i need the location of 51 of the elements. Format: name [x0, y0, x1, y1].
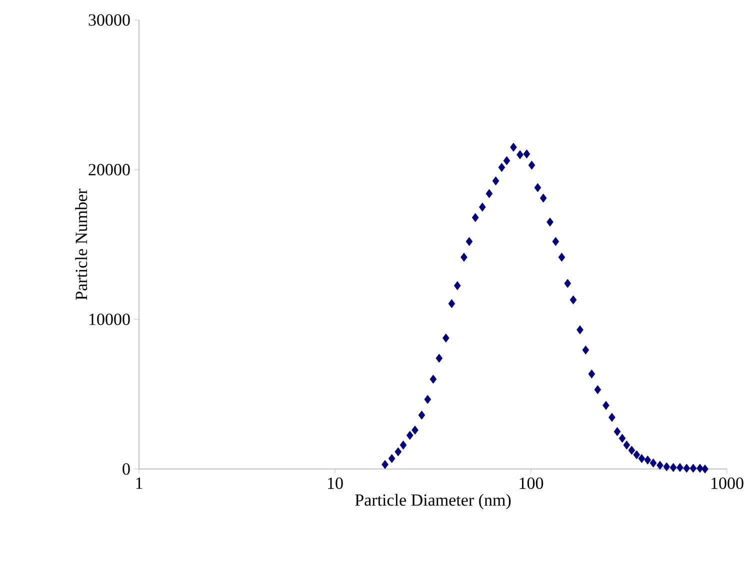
point [503, 156, 510, 166]
x-tick-label: 1 [136, 478, 142, 489]
point [552, 237, 560, 246]
point [430, 374, 437, 384]
point [582, 346, 590, 355]
point [564, 278, 572, 288]
point [540, 194, 547, 203]
point [576, 325, 584, 334]
y-tick-label: 30000 [88, 14, 130, 26]
point [448, 299, 456, 308]
point [702, 464, 708, 474]
point [623, 440, 630, 450]
point [466, 237, 473, 246]
x-tick-label: 100 [520, 478, 544, 489]
x-tick-label: 10 [328, 478, 343, 489]
point [498, 162, 506, 172]
point [696, 464, 704, 473]
point [492, 176, 500, 186]
point [424, 394, 432, 404]
point [412, 426, 418, 435]
point [418, 410, 426, 420]
point [570, 295, 577, 304]
point [534, 183, 542, 192]
x-tick-label: 1000 [712, 478, 744, 489]
point [400, 440, 407, 450]
point [683, 464, 690, 473]
point [558, 252, 566, 262]
point [442, 334, 450, 343]
y-tick-label: 10000 [89, 314, 130, 326]
y-axis-title: Particle Number [75, 188, 88, 300]
point [594, 385, 602, 394]
point [690, 464, 697, 473]
y-tick-label: 20000 [88, 164, 130, 176]
point [486, 189, 493, 198]
point [436, 354, 443, 363]
point [460, 252, 468, 262]
point [394, 447, 402, 456]
point [528, 160, 536, 170]
point [618, 434, 626, 443]
point [382, 460, 388, 470]
point [516, 150, 524, 160]
y-tick-label: 0 [122, 463, 130, 475]
point [406, 430, 414, 440]
point [388, 454, 396, 464]
point [478, 202, 486, 212]
point [510, 142, 517, 152]
point [546, 218, 554, 227]
point [454, 281, 461, 290]
point [472, 213, 479, 222]
x-axis-title: Particle Diameter (nm) [355, 494, 511, 510]
point [588, 369, 596, 378]
